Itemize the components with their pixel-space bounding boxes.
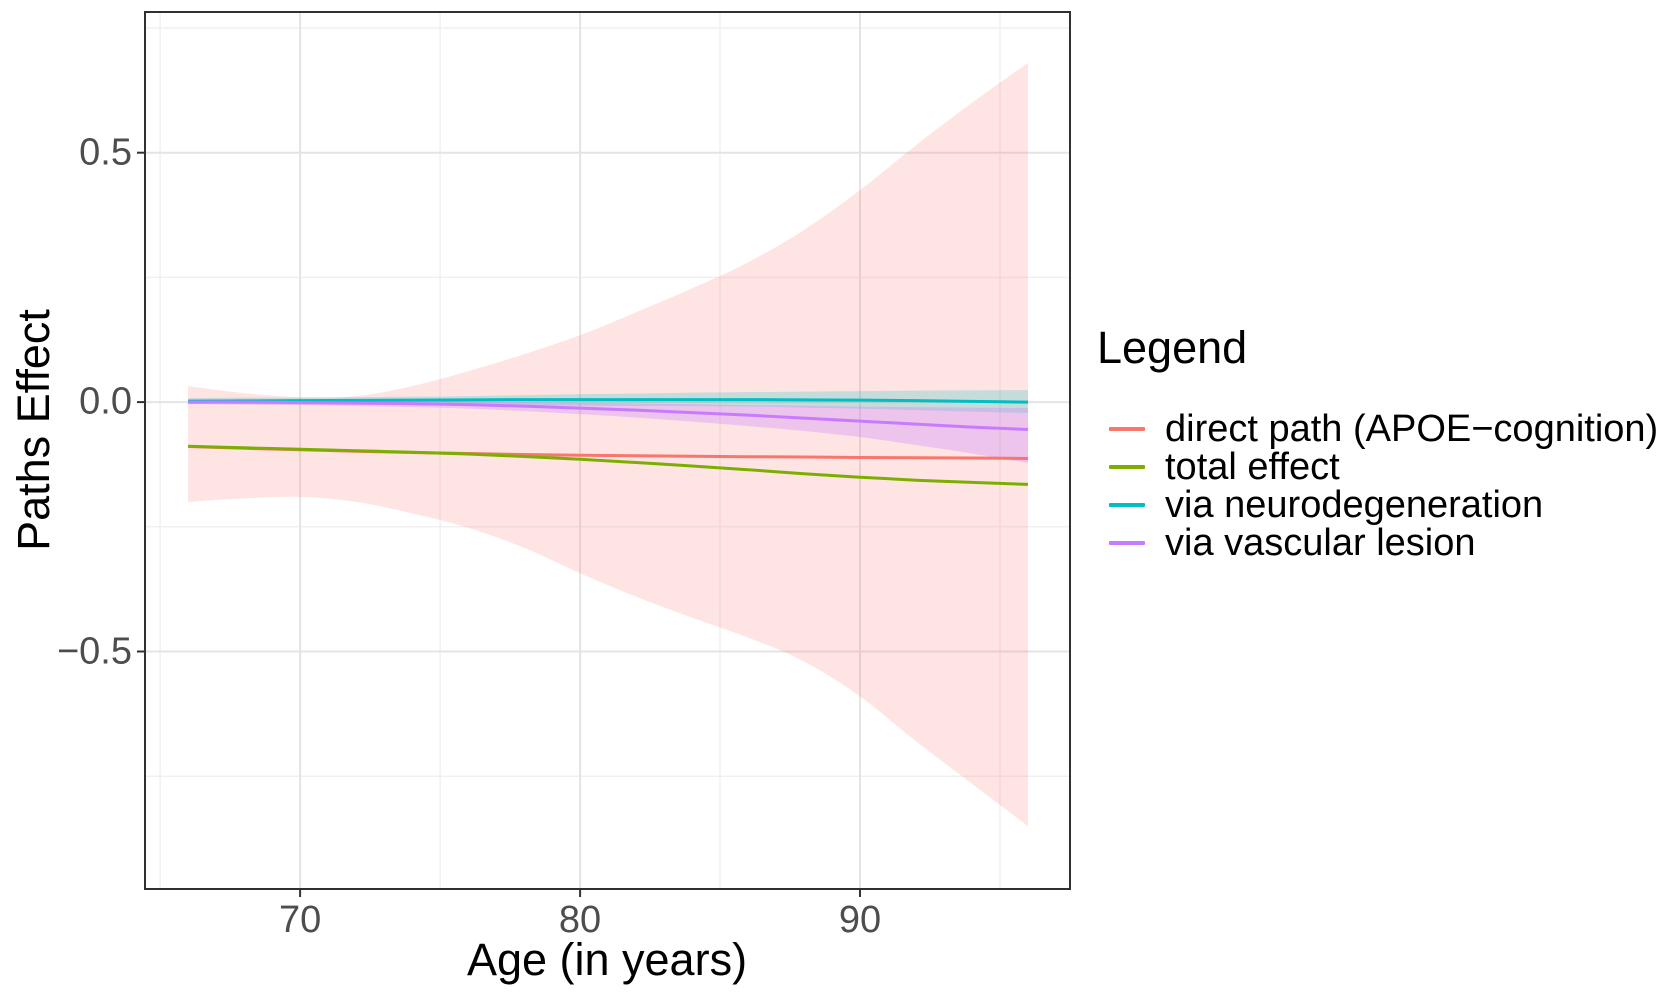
legend-label: direct path (APOE−cognition) bbox=[1165, 408, 1659, 450]
legend-key-line bbox=[1109, 465, 1145, 469]
via-vascular-lesion-line bbox=[188, 400, 1029, 431]
x-tick-label: 90 bbox=[838, 899, 882, 941]
legend-label: via vascular lesion bbox=[1165, 522, 1476, 564]
total-effect-line bbox=[188, 444, 1029, 486]
legend-item-total-effect: total effect bbox=[1097, 448, 1658, 486]
y-axis-title: Paths Effect bbox=[8, 309, 59, 551]
x-axis-title: Age (in years) bbox=[466, 934, 748, 985]
legend-key-line bbox=[1109, 427, 1145, 431]
panel-border bbox=[144, 11, 1071, 890]
legend-items: direct path (APOE−cognition) total effect… bbox=[1097, 410, 1658, 562]
legend: Legend direct path (APOE−cognition) total… bbox=[1097, 322, 1658, 562]
legend-label: total effect bbox=[1165, 446, 1340, 488]
legend-item-via-neurodegeneration: via neurodegeneration bbox=[1097, 486, 1658, 524]
y-tick-label: 0.0 bbox=[79, 380, 132, 423]
legend-label: via neurodegeneration bbox=[1165, 484, 1544, 526]
legend-key-line bbox=[1109, 503, 1145, 507]
x-tick-label: 70 bbox=[278, 899, 322, 941]
legend-title: Legend bbox=[1097, 322, 1248, 373]
y-tick-label: −0.5 bbox=[56, 630, 132, 673]
legend-key-line bbox=[1109, 541, 1145, 545]
via-vascular-lesion-ribbon bbox=[188, 400, 1029, 463]
legend-item-via-vascular-lesion: via vascular lesion bbox=[1097, 524, 1658, 562]
y-tick-label: 0.5 bbox=[79, 131, 132, 174]
via-neurodegeneration-line bbox=[188, 398, 1029, 404]
x-tick-label: 80 bbox=[558, 899, 602, 941]
direct-path-apoe-cognition-ribbon bbox=[188, 62, 1029, 827]
via-neurodegeneration-ribbon bbox=[188, 390, 1029, 414]
panel bbox=[144, 11, 1071, 890]
legend-item-direct-path-apoe-cognition: direct path (APOE−cognition) bbox=[1097, 410, 1658, 448]
